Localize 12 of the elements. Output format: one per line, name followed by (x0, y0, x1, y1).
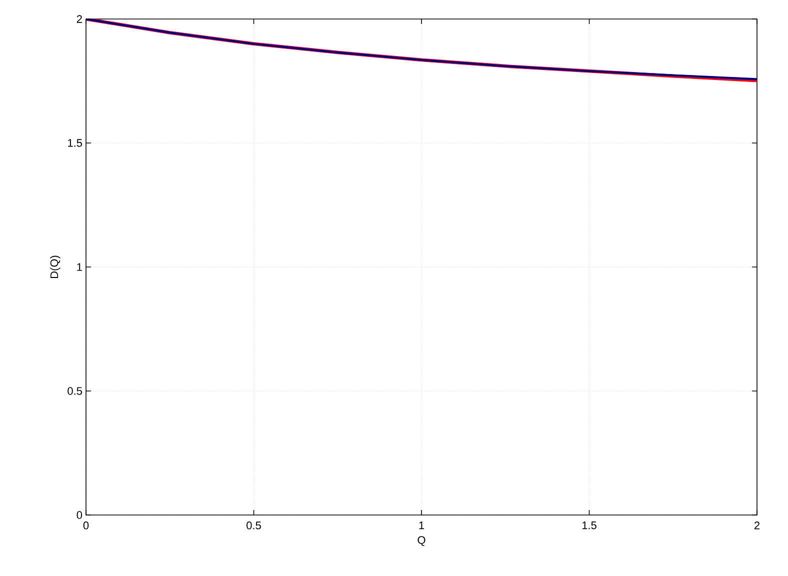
x-axis-title: Q (418, 536, 426, 546)
y-tick-label: 1 (77, 263, 82, 271)
x-tick-label: 2 (754, 522, 760, 530)
x-tick-label: 0.5 (246, 522, 261, 530)
y-axis-title: D(Q) (50, 256, 60, 278)
y-tick-label: 2 (76, 15, 82, 23)
x-tick-label: 1.5 (582, 522, 596, 530)
x-tick-label: 1 (419, 522, 424, 530)
y-tick-label: 0.5 (68, 387, 82, 395)
y-tick-label: 0 (76, 511, 82, 519)
x-tick-label: 0 (83, 522, 89, 530)
y-tick-label: 1.5 (68, 139, 82, 147)
